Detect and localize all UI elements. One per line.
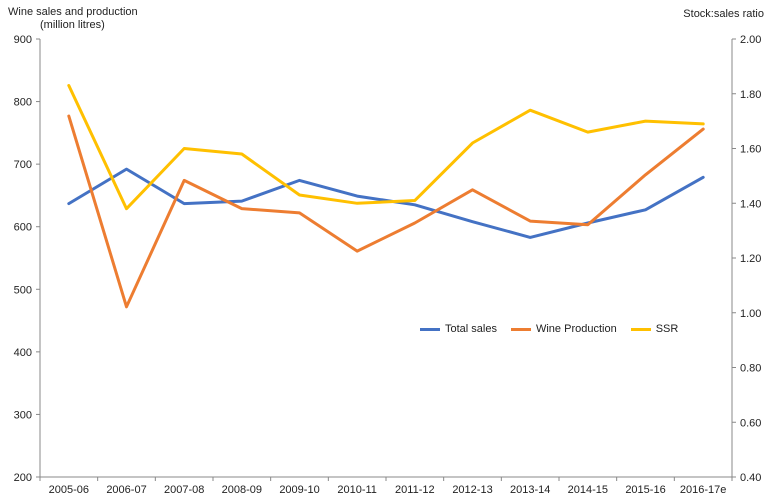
x-tick-label: 2011-12 xyxy=(395,484,435,496)
legend-item-wine-production: Wine Production xyxy=(510,323,617,335)
x-tick-label: 2007-08 xyxy=(164,484,204,496)
left-tick-label: 900 xyxy=(14,34,32,46)
legend-label-wine-production: Wine Production xyxy=(535,323,617,335)
x-tick-label: 2006-07 xyxy=(106,484,146,496)
x-tick-label: 2009-10 xyxy=(279,484,319,496)
left-axis-title-line1: Wine sales and production xyxy=(8,6,138,18)
right-tick-label: 2.00 xyxy=(740,34,761,46)
series-line-ssr xyxy=(67,84,705,211)
x-tick-label: 2010-11 xyxy=(337,484,377,496)
legend-item-ssr: SSR xyxy=(630,323,679,335)
left-tick-label: 500 xyxy=(14,284,32,296)
legend-label-total-sales: Total sales xyxy=(445,323,497,335)
right-tick-label: 1.20 xyxy=(740,253,761,265)
series-line-wine-production xyxy=(67,114,705,309)
left-tick-label: 300 xyxy=(14,409,32,421)
left-axis-title-line2: (million litres) xyxy=(40,19,105,31)
legend-item-total-sales: Total sales xyxy=(420,323,497,335)
right-tick-label: 0.60 xyxy=(740,417,761,429)
left-axis-title: Wine sales and production (million litre… xyxy=(8,6,138,32)
right-tick-label: 1.80 xyxy=(740,89,761,101)
legend-label-ssr: SSR xyxy=(655,323,679,335)
legend-swatch-total-sales xyxy=(420,327,440,331)
x-tick-label: 2008-09 xyxy=(222,484,262,496)
left-tick-label: 800 xyxy=(14,97,32,109)
x-tick-label: 2012-13 xyxy=(452,484,492,496)
left-tick-label: 200 xyxy=(14,472,32,484)
left-tick-label: 400 xyxy=(14,347,32,359)
x-tick-label: 2016-17e xyxy=(680,484,727,496)
right-axis-title: Stock:sales ratio xyxy=(683,8,764,20)
legend-swatch-wine-production xyxy=(510,327,531,331)
right-tick-label: 0.80 xyxy=(740,363,761,375)
x-tick-label: 2015-16 xyxy=(625,484,665,496)
right-tick-label: 1.60 xyxy=(740,144,761,156)
legend-swatch-ssr xyxy=(630,327,651,331)
x-tick-label: 2014-15 xyxy=(568,484,608,496)
x-tick-label: 2013-14 xyxy=(510,484,550,496)
right-tick-label: 1.00 xyxy=(740,308,761,320)
left-tick-label: 600 xyxy=(14,222,32,234)
legend: Total sales Wine Production SSR xyxy=(420,323,692,335)
x-tick-label: 2005-06 xyxy=(49,484,89,496)
right-tick-label: 1.40 xyxy=(740,198,761,210)
left-tick-label: 700 xyxy=(14,159,32,171)
right-tick-label: 0.40 xyxy=(740,472,761,484)
